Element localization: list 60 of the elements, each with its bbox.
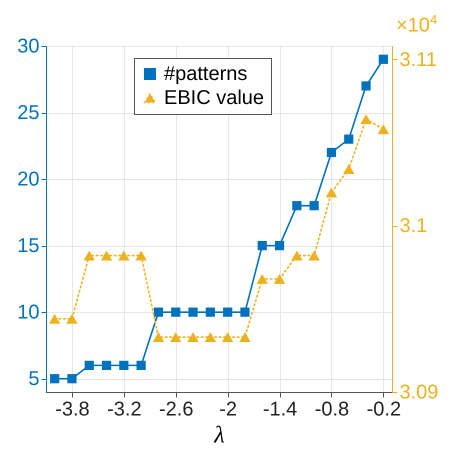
point — [102, 360, 112, 370]
y-tick-label: 10 — [17, 302, 40, 324]
point — [274, 274, 286, 284]
y2-tick-label: 3.11 — [400, 48, 437, 71]
point — [343, 164, 354, 174]
x-tick-label: -3.2 — [107, 398, 142, 420]
point — [188, 308, 198, 317]
x-tick-label: -2.6 — [159, 398, 194, 420]
point — [344, 134, 354, 144]
point — [258, 241, 267, 250]
y-tick-label: 5 — [28, 368, 40, 390]
x-tick-label: -0.2 — [366, 398, 402, 420]
point — [292, 201, 302, 210]
point — [119, 360, 128, 370]
point — [378, 54, 388, 64]
y-tick-label: 15 — [17, 235, 40, 258]
point — [152, 332, 164, 342]
x-tick-label: -3.8 — [55, 398, 90, 420]
y-tick-label: 30 — [17, 36, 40, 58]
point — [326, 148, 336, 158]
point — [136, 360, 146, 370]
y-tick-label: 25 — [17, 102, 40, 124]
x-tick-label: -1.4 — [262, 398, 298, 420]
point — [223, 308, 232, 317]
point — [187, 332, 199, 342]
x-axis-title: λ — [213, 422, 225, 448]
point — [171, 308, 180, 317]
y2-tick-label: 3.09 — [400, 382, 438, 404]
point — [256, 274, 268, 284]
legend-label: #patterns — [164, 63, 248, 85]
point — [274, 241, 284, 250]
y-tick-label: 20 — [17, 168, 40, 191]
point — [308, 250, 320, 261]
point — [135, 250, 147, 261]
point — [84, 360, 94, 370]
point — [66, 314, 78, 324]
point — [204, 332, 216, 342]
point — [67, 374, 77, 384]
point — [154, 308, 164, 317]
point — [291, 250, 303, 261]
point — [50, 374, 60, 384]
point — [118, 250, 130, 261]
point — [170, 332, 182, 342]
point — [310, 201, 319, 210]
legend-label: EBIC value — [164, 87, 264, 109]
y2-tick-label: 3.1 — [400, 215, 428, 238]
text: ×10$^{4}$ — [396, 12, 438, 38]
point — [239, 332, 251, 342]
point — [378, 124, 390, 134]
point — [100, 250, 112, 261]
point — [84, 250, 95, 261]
point — [360, 114, 372, 124]
point — [222, 332, 234, 342]
point — [326, 187, 338, 198]
point — [361, 81, 371, 91]
x-tick-label: -2 — [219, 398, 238, 420]
point — [48, 314, 60, 324]
x-tick-label: -0.8 — [314, 398, 350, 420]
point — [206, 308, 215, 317]
point — [240, 308, 250, 317]
